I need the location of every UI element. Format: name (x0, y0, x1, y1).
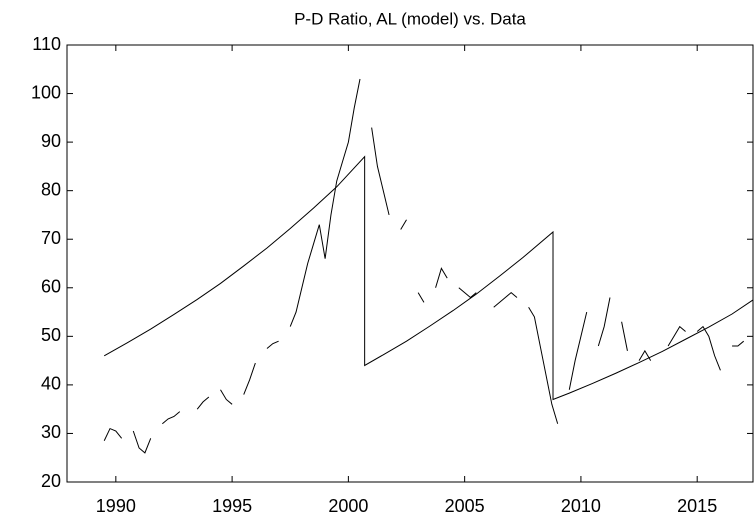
x-tick-label: 1995 (212, 496, 252, 516)
plot-frame (66, 44, 754, 483)
y-tick-label: 80 (41, 179, 61, 199)
x-tick-label: 2015 (677, 496, 717, 516)
x-tick-label: 2000 (328, 496, 368, 516)
data-line (103, 78, 745, 454)
y-tick-label: 30 (41, 422, 61, 442)
y-tick-label: 100 (31, 82, 61, 102)
y-tick-label: 50 (41, 325, 61, 345)
y-tick-label: 40 (41, 374, 61, 394)
y-tick-label: 20 (41, 471, 61, 491)
y-tick-label: 60 (41, 277, 61, 297)
y-tick-label: 90 (41, 131, 61, 151)
x-tick-label: 2010 (561, 496, 601, 516)
chart-title: P-D Ratio, AL (model) vs. Data (294, 9, 526, 28)
x-tick-label: 1990 (96, 496, 136, 516)
x-tick-label: 2005 (445, 496, 485, 516)
y-tick-label: 110 (32, 34, 61, 54)
y-tick-label: 70 (41, 228, 61, 248)
data-line (103, 155, 754, 401)
